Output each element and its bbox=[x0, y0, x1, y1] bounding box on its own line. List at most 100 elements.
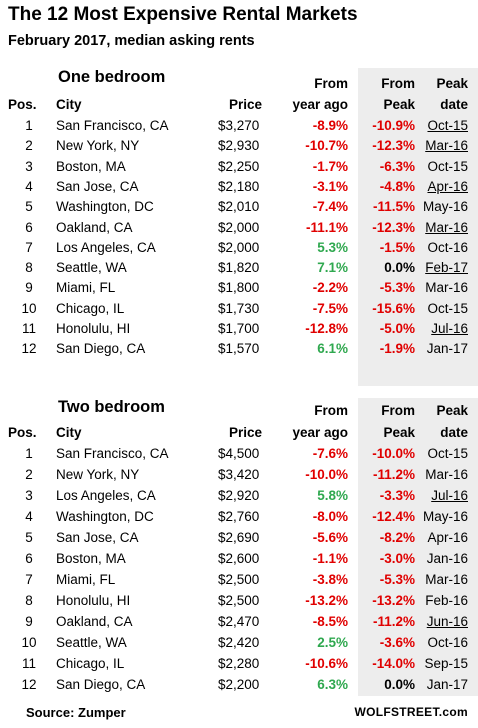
change-from-peak-cell: -13.2% bbox=[372, 593, 415, 608]
table-row: 1 San Francisco, CA $4,500 -7.6% -10.0% Oct-1… bbox=[0, 444, 478, 465]
city-cell: San Francisco, CA bbox=[56, 446, 169, 461]
city-cell: Chicago, IL bbox=[56, 300, 125, 316]
price-cell: $2,010 bbox=[218, 199, 260, 215]
change-from-peak-cell: 0.0% bbox=[384, 677, 415, 692]
table-row: 7 Los Angeles, CA $2,000 5.3% -1.5% Oct-16 bbox=[0, 238, 478, 259]
price-cell: $2,470 bbox=[218, 614, 260, 629]
header-from-year-ago-bottom: year ago bbox=[292, 97, 348, 112]
city-cell: Oakland, CA bbox=[56, 614, 133, 629]
peak-date-cell: Jan-17 bbox=[426, 341, 468, 357]
price-cell: $2,000 bbox=[218, 239, 260, 255]
city-cell: Seattle, WA bbox=[56, 260, 127, 276]
peak-column-panel bbox=[358, 68, 478, 386]
header-from-peak-bottom: Peak bbox=[383, 97, 415, 112]
rank-cell: 9 bbox=[25, 614, 33, 629]
price-cell: $2,250 bbox=[218, 158, 260, 174]
change-from-year-ago-cell: 2.5% bbox=[317, 635, 348, 650]
rank-cell: 4 bbox=[25, 509, 33, 524]
rank-cell: 5 bbox=[25, 199, 33, 215]
change-from-peak-cell: -11.5% bbox=[372, 199, 415, 215]
price-cell: $2,930 bbox=[218, 138, 260, 154]
change-from-year-ago-cell: -7.5% bbox=[312, 300, 348, 316]
change-from-peak-cell: -12.3% bbox=[372, 138, 415, 154]
rank-cell: 1 bbox=[25, 446, 33, 461]
city-cell: Oakland, CA bbox=[56, 219, 133, 235]
city-cell: Chicago, IL bbox=[56, 656, 125, 671]
peak-date-cell: Apr-16 bbox=[427, 530, 468, 545]
change-from-peak-cell: -3.3% bbox=[379, 488, 415, 503]
price-cell: $1,700 bbox=[218, 321, 260, 336]
city-cell: Washington, DC bbox=[56, 199, 154, 215]
change-from-year-ago-cell: -7.6% bbox=[312, 446, 348, 461]
price-cell: $2,600 bbox=[218, 551, 260, 566]
peak-date-cell: Mar-16 bbox=[425, 219, 468, 235]
header-price: Price bbox=[229, 425, 263, 440]
price-cell: $2,420 bbox=[218, 635, 260, 650]
rank-cell: 12 bbox=[21, 341, 37, 357]
rank-cell: 7 bbox=[25, 239, 33, 255]
price-cell: $2,500 bbox=[218, 572, 260, 587]
price-cell: $2,280 bbox=[218, 656, 260, 671]
section-title-two-bedroom: Two bedroom bbox=[58, 398, 165, 416]
peak-date-cell: Feb-17 bbox=[425, 260, 468, 276]
change-from-year-ago-cell: -1.1% bbox=[312, 551, 348, 566]
change-from-year-ago-cell: -10.0% bbox=[305, 467, 348, 482]
city-cell: San Jose, CA bbox=[56, 530, 139, 545]
rank-cell: 2 bbox=[25, 138, 33, 154]
table-row: 5 San Jose, CA $2,690 -5.6% -8.2% Apr-16 bbox=[0, 528, 478, 549]
change-from-peak-cell: -12.3% bbox=[372, 219, 415, 235]
change-from-year-ago-cell: -7.4% bbox=[312, 199, 348, 215]
price-cell: $1,820 bbox=[218, 260, 260, 276]
change-from-peak-cell: -8.2% bbox=[379, 530, 415, 545]
peak-date-cell: Mar-16 bbox=[425, 280, 468, 296]
change-from-peak-cell: -14.0% bbox=[372, 656, 415, 671]
peak-date-cell: Jul-16 bbox=[431, 488, 468, 503]
rank-cell: 5 bbox=[25, 530, 33, 545]
table-row: 6 Oakland, CA $2,000 -11.1% -12.3% Mar-16 bbox=[0, 218, 478, 239]
rank-cell: 8 bbox=[25, 260, 33, 276]
price-cell: $1,570 bbox=[218, 341, 260, 357]
header-pos: Pos. bbox=[8, 97, 37, 112]
change-from-peak-cell: -10.0% bbox=[372, 446, 415, 461]
header-price: Price bbox=[229, 97, 263, 112]
peak-date-cell: Jan-16 bbox=[426, 551, 468, 566]
rank-cell: 6 bbox=[25, 551, 33, 566]
section-title-one-bedroom: One bedroom bbox=[58, 68, 166, 86]
city-cell: Seattle, WA bbox=[56, 635, 127, 650]
table-row: 10 Seattle, WA $2,420 2.5% -3.6% Oct-16 bbox=[0, 633, 478, 654]
change-from-year-ago-cell: -1.7% bbox=[312, 158, 348, 174]
change-from-peak-cell: -11.2% bbox=[372, 467, 415, 482]
header-city: City bbox=[56, 97, 82, 112]
peak-date-cell: Oct-16 bbox=[427, 635, 468, 650]
header-peak-date-bottom: date bbox=[440, 97, 468, 112]
table-row: 9 Oakland, CA $2,470 -8.5% -11.2% Jun-16 bbox=[0, 612, 478, 633]
peak-date-cell: Jun-16 bbox=[426, 614, 468, 629]
peak-date-cell: May-16 bbox=[422, 199, 468, 215]
city-cell: San Diego, CA bbox=[56, 677, 146, 692]
city-cell: Honolulu, HI bbox=[56, 321, 131, 336]
peak-date-cell: Apr-16 bbox=[427, 178, 468, 194]
city-cell: Miami, FL bbox=[56, 280, 116, 296]
price-cell: $2,000 bbox=[218, 219, 260, 235]
peak-column-panel bbox=[358, 398, 478, 696]
price-cell: $2,760 bbox=[218, 509, 260, 524]
table-row: 10 Chicago, IL $1,730 -7.5% -15.6% Oct-15 bbox=[0, 299, 478, 320]
header-from-year-ago-bottom: year ago bbox=[292, 425, 348, 440]
change-from-year-ago-cell: -3.1% bbox=[312, 178, 348, 194]
rank-cell: 10 bbox=[21, 300, 37, 316]
table-row: 3 Los Angeles, CA $2,920 5.8% -3.3% Jul-16 bbox=[0, 486, 478, 507]
peak-date-cell: Jan-17 bbox=[426, 677, 468, 692]
change-from-year-ago-cell: -11.1% bbox=[305, 219, 348, 235]
rank-cell: 1 bbox=[25, 118, 33, 133]
change-from-year-ago-cell: 7.1% bbox=[317, 260, 348, 276]
change-from-peak-cell: -1.5% bbox=[379, 239, 415, 255]
change-from-peak-cell: -11.2% bbox=[372, 614, 415, 629]
change-from-peak-cell: -12.4% bbox=[372, 509, 415, 524]
city-cell: Miami, FL bbox=[56, 572, 116, 587]
change-from-year-ago-cell: -10.6% bbox=[305, 656, 348, 671]
header-city: City bbox=[56, 425, 82, 440]
change-from-year-ago-cell: -5.6% bbox=[312, 530, 348, 545]
header-peak-date-bottom: date bbox=[440, 425, 468, 440]
change-from-peak-cell: -3.6% bbox=[379, 635, 415, 650]
change-from-peak-cell: -3.0% bbox=[379, 551, 415, 566]
